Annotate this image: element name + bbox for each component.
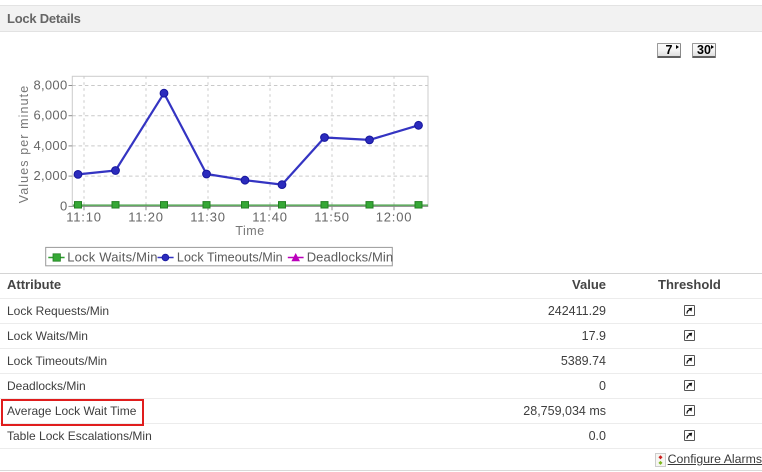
svg-text:Lock Timeouts/Min: Lock Timeouts/Min (177, 250, 283, 264)
svg-text:12:00: 12:00 (376, 210, 413, 225)
svg-text:0: 0 (60, 198, 68, 213)
svg-text:11:50: 11:50 (314, 210, 350, 225)
svg-text:6,000: 6,000 (33, 108, 67, 123)
svg-text:11:30: 11:30 (190, 210, 226, 225)
svg-text:4,000: 4,000 (33, 138, 67, 153)
svg-text:Deadlocks/Min: Deadlocks/Min (307, 249, 394, 264)
svg-text:Time: Time (235, 224, 264, 238)
svg-text:11:10: 11:10 (66, 210, 102, 225)
svg-text:8,000: 8,000 (33, 78, 67, 93)
svg-text:11:40: 11:40 (252, 210, 288, 225)
svg-text:Values per minute: Values per minute (17, 85, 31, 204)
svg-text:11:20: 11:20 (128, 210, 164, 225)
svg-text:Lock Waits/Min: Lock Waits/Min (67, 249, 157, 264)
svg-text:2,000: 2,000 (33, 168, 67, 183)
